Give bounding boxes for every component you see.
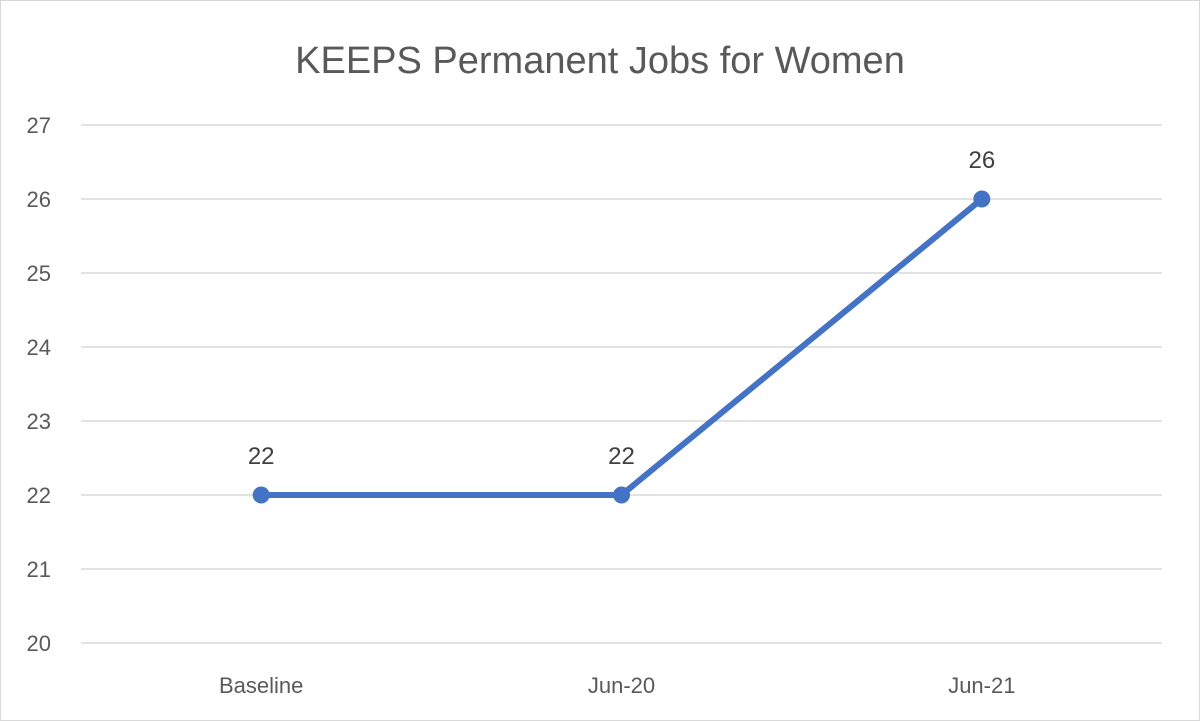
x-tick-label: Baseline <box>219 673 303 698</box>
y-tick-label: 21 <box>27 557 51 582</box>
y-tick-label: 23 <box>27 409 51 434</box>
data-label: 22 <box>248 443 275 470</box>
y-tick-label: 20 <box>27 631 51 656</box>
x-axis-ticks: Baseline Jun-20 Jun-21 <box>219 673 1016 698</box>
data-labels: 22 22 26 <box>248 147 995 470</box>
chart-title: KEEPS Permanent Jobs for Women <box>295 40 905 82</box>
y-tick-label: 26 <box>27 187 51 212</box>
y-axis-ticks: 20 21 22 23 24 25 26 27 <box>27 113 51 656</box>
x-tick-label: Jun-21 <box>948 673 1015 698</box>
data-label: 22 <box>608 443 635 470</box>
data-point <box>613 486 630 504</box>
data-point <box>973 190 991 208</box>
y-tick-label: 27 <box>27 113 51 138</box>
data-label: 26 <box>968 147 995 174</box>
data-point <box>252 486 270 504</box>
x-tick-label: Jun-20 <box>588 673 655 698</box>
series-group <box>252 190 991 504</box>
y-tick-label: 24 <box>27 335 51 360</box>
y-tick-label: 25 <box>27 261 51 286</box>
gridlines <box>81 124 1162 644</box>
y-tick-label: 22 <box>27 483 51 508</box>
